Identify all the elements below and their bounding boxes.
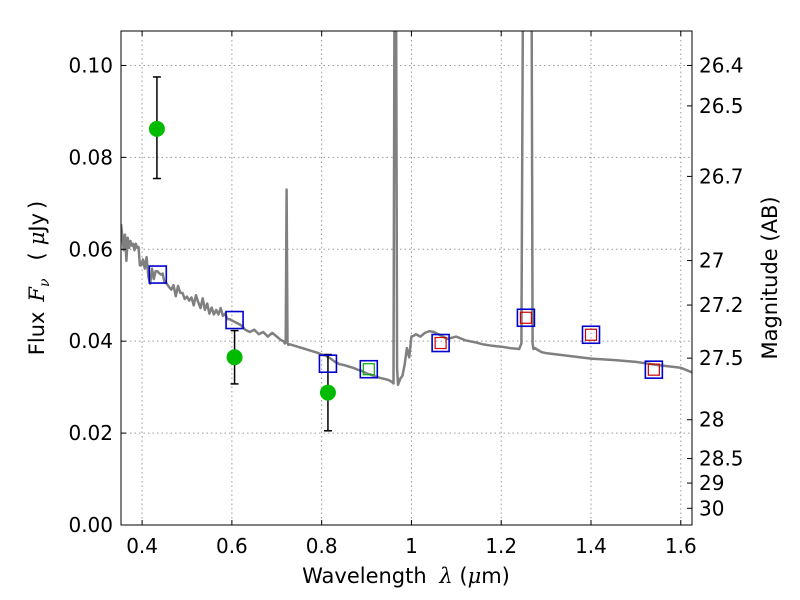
plot-content	[121, 31, 692, 432]
red-box-2	[584, 328, 598, 341]
x-tick-label-1: 0.6	[216, 534, 248, 558]
red-box-0	[434, 336, 447, 350]
observed-point-1	[226, 349, 243, 366]
plot-frame	[120, 30, 693, 526]
mag-tick-label-0: 26.4	[699, 53, 744, 77]
model-photometry-box-3	[359, 359, 379, 379]
mag-tick-label-2: 26.7	[699, 164, 744, 188]
y-tick-label-4: 0.08	[68, 145, 113, 169]
model-photometry-box-2	[318, 354, 338, 374]
model-photometry-box-6	[581, 325, 601, 345]
plot-background	[121, 31, 692, 525]
mag-tick-label-8: 29	[699, 471, 724, 495]
green-box-0	[362, 363, 375, 376]
observed-point-2	[319, 384, 336, 401]
mag-tick-label-7: 28.5	[699, 447, 744, 471]
model-photometry-box-0	[148, 265, 168, 284]
red-box-1	[519, 311, 533, 324]
y-tick-label-5: 0.10	[68, 53, 113, 77]
y-tick-label-1: 0.02	[68, 421, 113, 445]
mag-tick-label-6: 28	[699, 408, 724, 432]
x-tick-label-6: 1.6	[665, 534, 697, 558]
x-tick-label-2: 0.8	[306, 534, 338, 558]
y-tick-label-3: 0.06	[68, 237, 113, 261]
y-tick-label-2: 0.04	[68, 329, 113, 353]
plot-area	[121, 31, 692, 432]
x-axis: 0.4 0.6 0.8 1 1.2 1.4 1.6	[126, 31, 697, 558]
x-axis-label: Wavelength λ (μm)	[302, 564, 510, 588]
x-tick-label-0: 0.4	[126, 534, 158, 558]
model-photometry-box-7	[644, 360, 664, 379]
model-photometry-box-5	[516, 308, 536, 328]
mag-tick-label-3: 27	[699, 249, 724, 273]
mag-tick-label-1: 26.5	[699, 94, 744, 118]
mag-tick-label-5: 27.5	[699, 346, 744, 370]
y-axis-left: 0.00 0.02 0.04 0.06 0.08 0.10	[68, 53, 126, 537]
y-axis-label-right: Magnitude (AB)	[758, 196, 782, 359]
red-box-3	[647, 363, 660, 376]
observed-point-0	[148, 120, 165, 137]
x-tick-label-3: 1	[405, 534, 418, 558]
mag-tick-label-4: 27.2	[699, 293, 744, 317]
model-spectrum-line	[121, 31, 692, 387]
y-tick-label-0: 0.00	[68, 513, 113, 537]
x-tick-label-4: 1.2	[485, 534, 517, 558]
model-photometry-box-1	[225, 310, 244, 330]
model-photometry-box-4	[431, 333, 450, 353]
x-tick-label-5: 1.4	[575, 534, 607, 558]
y-axis-label: FluxFν(μJy)	[25, 201, 53, 355]
mag-tick-label-9: 30	[699, 496, 724, 520]
